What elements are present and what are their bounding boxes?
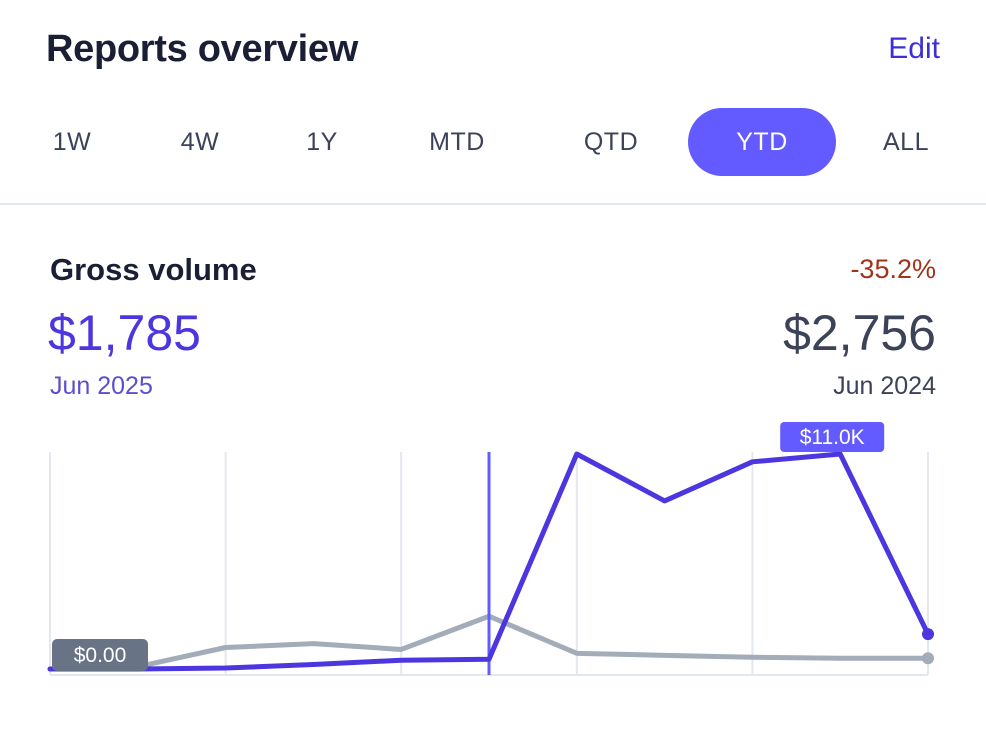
previous-value: $2,756 [783,305,936,361]
tab-all[interactable]: ALL [883,128,929,156]
previous-date: Jun 2024 [833,372,936,400]
min-value-label: $0.00 [74,644,127,667]
tab-1w[interactable]: 1W [52,128,92,156]
period-tabs: 1W 4W 1Y MTD QTD YTD ALL [0,108,986,176]
tab-4w[interactable]: 4W [180,128,220,156]
header: Reports overview Edit [46,24,940,76]
tab-1y[interactable]: 1Y [306,128,338,156]
page-title: Reports overview [46,28,358,70]
current-period-line [47,451,931,672]
tab-ytd[interactable]: YTD [688,108,836,176]
metric-label: Gross volume [50,252,257,287]
change-percentage: -35.2% [850,254,936,284]
previous-end-dot [922,652,934,665]
edit-button[interactable]: Edit [888,32,940,65]
current-value: $1,785 [48,305,201,361]
gross-volume-chart[interactable]: $11.0K $0.00 [0,400,986,700]
current-date: Jun 2025 [50,372,153,400]
tab-mtd[interactable]: MTD [429,128,485,156]
divider [0,203,986,205]
current-end-dot [922,628,934,641]
tab-qtd[interactable]: QTD [583,128,639,156]
min-value-tooltip [52,639,148,671]
max-value-label: $11.0K [800,426,865,449]
max-value-tooltip [780,422,885,452]
